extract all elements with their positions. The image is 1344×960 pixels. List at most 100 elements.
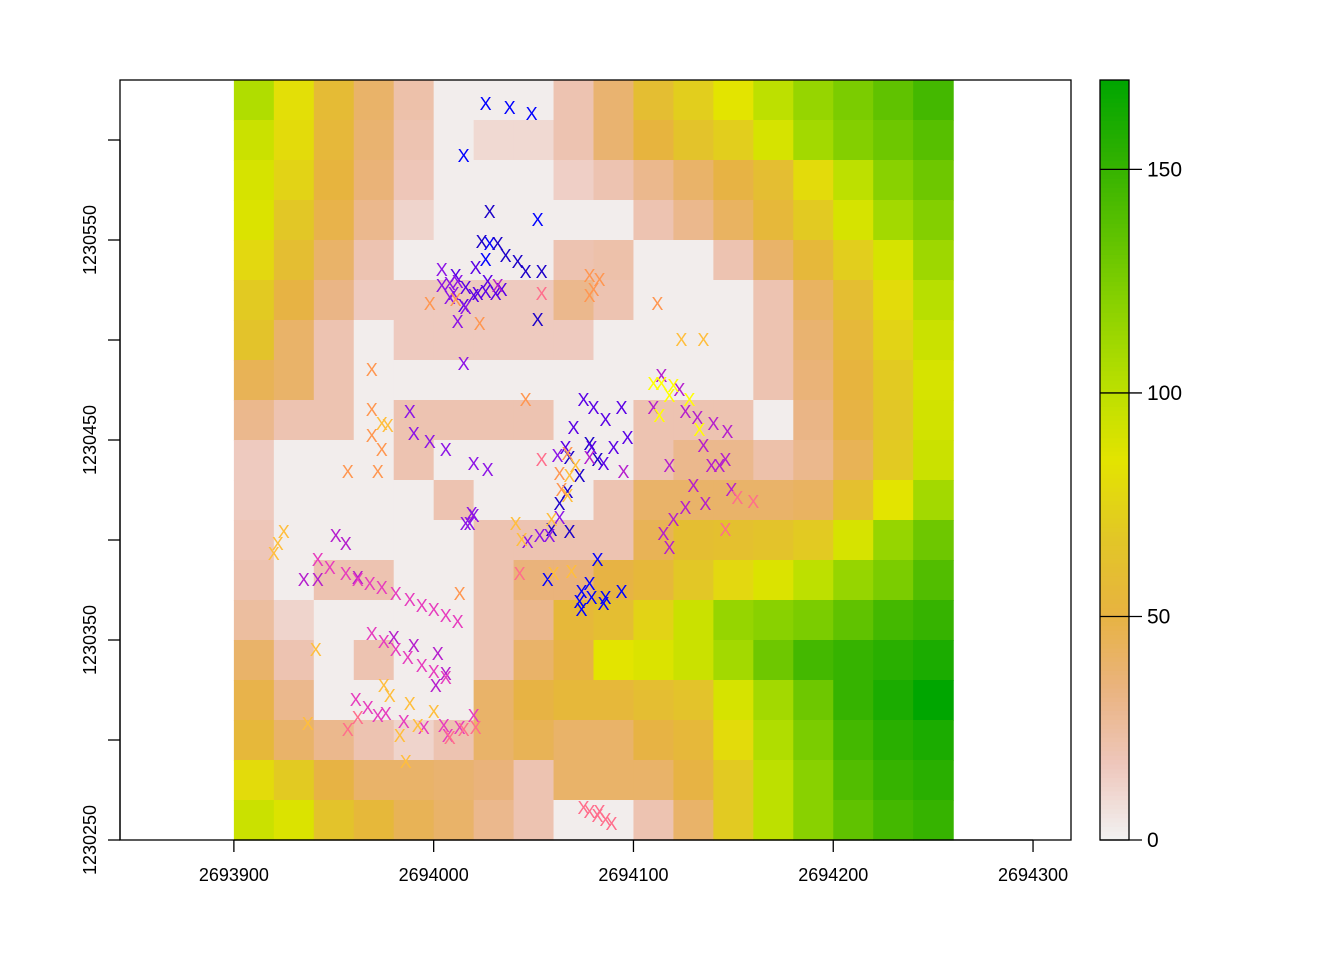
raster-cell xyxy=(753,640,794,681)
raster-cell xyxy=(393,80,435,121)
point-marker: X xyxy=(561,444,573,464)
raster-cell xyxy=(513,120,555,161)
raster-cell xyxy=(273,800,315,841)
point-marker: X xyxy=(468,454,480,474)
raster-cell xyxy=(793,600,834,641)
raster-cell xyxy=(513,600,555,641)
point-marker: X xyxy=(380,704,392,724)
legend-swatch xyxy=(1100,504,1129,510)
raster-cell xyxy=(833,80,874,121)
point-marker: X xyxy=(655,366,667,386)
legend-swatch xyxy=(1100,477,1129,483)
point-marker: X xyxy=(559,438,571,458)
raster-cell xyxy=(753,720,794,761)
legend-swatch xyxy=(1100,683,1129,689)
point-marker: X xyxy=(675,330,687,350)
point-marker: X xyxy=(412,716,424,736)
legend-swatch xyxy=(1100,80,1129,86)
legend-swatch xyxy=(1100,294,1129,300)
raster-cell xyxy=(553,360,595,401)
raster-cell xyxy=(713,560,754,601)
raster-cell xyxy=(353,600,395,641)
raster-cell xyxy=(393,120,435,161)
point-marker: X xyxy=(490,284,502,304)
legend-swatch xyxy=(1100,652,1129,658)
legend-swatch xyxy=(1100,397,1129,403)
raster-cell xyxy=(473,480,515,521)
raster-cell xyxy=(713,600,754,641)
legend-swatch xyxy=(1100,227,1129,233)
raster-cell xyxy=(473,80,515,121)
point-marker: X xyxy=(707,414,719,434)
raster-cell xyxy=(593,560,635,601)
legend-swatch xyxy=(1100,129,1129,135)
legend-swatch xyxy=(1100,379,1129,385)
raster-cell xyxy=(593,240,635,281)
raster-cell xyxy=(753,280,794,321)
raster-cell xyxy=(553,720,595,761)
raster-cell xyxy=(433,480,475,521)
point-marker: X xyxy=(444,274,456,294)
raster-cell xyxy=(673,680,714,721)
legend-swatch xyxy=(1100,142,1129,148)
raster-cell xyxy=(713,320,754,361)
raster-cell xyxy=(873,80,914,121)
raster-cell xyxy=(913,200,954,241)
point-marker: X xyxy=(484,234,496,254)
legend-swatch xyxy=(1100,169,1129,175)
legend-swatch xyxy=(1100,817,1129,823)
point-marker: X xyxy=(372,706,384,726)
legend-swatch xyxy=(1100,258,1129,264)
legend-swatch xyxy=(1100,629,1129,635)
raster-cell xyxy=(393,240,435,281)
raster-cell xyxy=(553,800,595,841)
raster-cell xyxy=(553,640,595,681)
x-tick-label: 2694100 xyxy=(598,865,668,885)
legend-swatch xyxy=(1100,352,1129,358)
legend-swatch xyxy=(1100,424,1129,430)
point-marker: X xyxy=(340,564,352,584)
raster-cell xyxy=(593,400,635,441)
raster-cell xyxy=(233,680,275,721)
raster-cell xyxy=(913,680,954,721)
point-marker: X xyxy=(536,450,548,470)
point-marker: X xyxy=(268,544,280,564)
legend-swatch xyxy=(1100,232,1129,238)
raster-cell xyxy=(913,560,954,601)
point-marker: X xyxy=(424,294,436,314)
legend-swatch xyxy=(1100,580,1129,586)
legend-swatch xyxy=(1100,321,1129,327)
raster-cell xyxy=(313,720,355,761)
raster-cell xyxy=(593,80,635,121)
legend-swatch xyxy=(1100,746,1129,752)
point-marker: X xyxy=(599,810,611,830)
legend-swatch xyxy=(1100,764,1129,770)
point-marker: X xyxy=(553,464,565,484)
point-marker: X xyxy=(428,702,440,722)
raster-cell xyxy=(513,520,555,561)
legend-swatch xyxy=(1100,410,1129,416)
raster-cell xyxy=(833,760,874,801)
point-marker: X xyxy=(376,578,388,598)
point-marker: X xyxy=(398,712,410,732)
point-marker: X xyxy=(615,582,627,602)
point-marker: X xyxy=(573,466,585,486)
legend-swatch xyxy=(1100,415,1129,421)
raster-cell xyxy=(673,560,714,601)
raster-cell xyxy=(593,440,635,481)
point-marker: X xyxy=(342,720,354,740)
x-axis: 2693900 2694000 2694100 2694200 2694300 xyxy=(199,839,1068,885)
raster-cell xyxy=(433,680,475,721)
point-marker: X xyxy=(543,526,555,546)
point-marker: X xyxy=(585,438,597,458)
point-marker: X xyxy=(583,802,595,822)
legend-swatch xyxy=(1100,88,1129,95)
point-marker: X xyxy=(593,270,605,290)
legend-swatch xyxy=(1100,312,1129,318)
legend-swatch xyxy=(1100,594,1129,600)
raster-cell xyxy=(913,480,954,521)
point-marker: X xyxy=(587,280,599,300)
point-marker: X xyxy=(492,276,504,296)
legend-swatch xyxy=(1100,705,1129,711)
